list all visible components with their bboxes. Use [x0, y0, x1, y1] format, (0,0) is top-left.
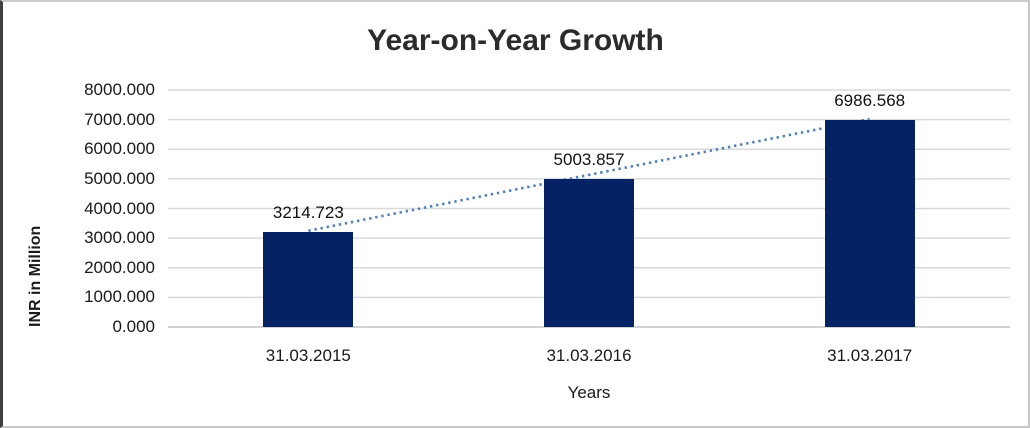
x-tick-label: 31.03.2015 — [265, 346, 351, 365]
y-tick-label: 4000.000 — [84, 198, 155, 218]
y-tick-label: 6000.000 — [84, 139, 155, 159]
y-tick-label: 5000.000 — [84, 168, 155, 188]
y-tick-label: 3000.000 — [84, 228, 155, 248]
trendline — [308, 117, 870, 233]
bar-value-label: 5003.857 — [553, 149, 625, 169]
y-tick-label: 2000.000 — [84, 257, 155, 277]
x-tick-label: 31.03.2017 — [827, 346, 913, 365]
y-tick-label: 1000.000 — [84, 287, 155, 307]
y-tick-label: 0.000 — [112, 317, 155, 336]
bar-31.03.2016 — [544, 178, 634, 327]
chart-title: Year-on-Year Growth — [367, 24, 664, 57]
x-tick-label: 31.03.2016 — [546, 346, 632, 365]
y-tick-label: 8000.000 — [84, 80, 155, 99]
y-tick-label: 7000.000 — [84, 109, 155, 129]
x-axis-title: Years — [567, 383, 611, 402]
bar-31.03.2015 — [263, 231, 354, 327]
bar-31.03.2017 — [824, 120, 915, 327]
bar-value-label: 6986.568 — [834, 91, 906, 111]
bar-value-label: 3214.723 — [272, 202, 344, 222]
